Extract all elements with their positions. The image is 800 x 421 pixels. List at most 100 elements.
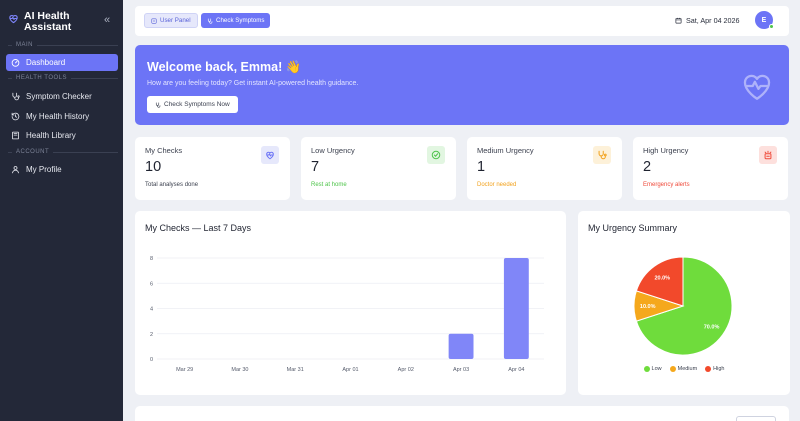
x-tick-label: Apr 01 — [342, 367, 358, 373]
sidebar-item-health-library[interactable]: Health Library — [6, 127, 118, 144]
welcome-banner: Welcome back, Emma! 👋 How are you feelin… — [135, 45, 789, 125]
sidebar-item-my-profile[interactable]: My Profile — [6, 161, 118, 178]
sidebar-item-label: My Health History — [26, 112, 90, 121]
x-tick-label: Apr 02 — [398, 367, 414, 373]
legend-item[interactable]: Low — [643, 366, 662, 372]
brand-line-1: AI Health — [24, 10, 70, 22]
history-icon — [11, 112, 20, 121]
collapse-sidebar-button[interactable]: « — [104, 14, 111, 26]
section-label-health-tools: HEALTH TOOLS — [8, 75, 118, 81]
y-tick-label: 4 — [150, 307, 153, 313]
stat-card-medium-urgency: Medium Urgency 1 Doctor needed — [467, 137, 622, 200]
stat-note: Doctor needed — [477, 182, 517, 188]
stat-value: 2 — [643, 159, 652, 175]
stat-label: High Urgency — [643, 146, 689, 155]
section-label-account: ACCOUNT — [8, 149, 118, 155]
legend-label: Medium — [677, 366, 698, 372]
stat-icon-box — [759, 146, 777, 164]
y-tick-label: 8 — [150, 256, 153, 262]
recent-checks-panel — [135, 406, 789, 421]
current-date: Sat, Apr 04 2026 — [675, 16, 740, 25]
y-tick-label: 6 — [150, 281, 153, 287]
x-tick-label: Mar 30 — [231, 367, 248, 373]
stethoscope-icon — [207, 17, 213, 24]
heart-pulse-icon — [743, 74, 771, 100]
stat-label: My Checks — [145, 146, 183, 155]
legend-label: High — [713, 366, 725, 372]
check-symptoms-now-button[interactable]: Check Symptoms Now — [147, 96, 238, 113]
legend-swatch — [643, 366, 650, 372]
tab-user-panel[interactable]: User Panel — [144, 13, 198, 28]
stat-card-low-urgency: Low Urgency 7 Rest at home — [301, 137, 456, 200]
brand-line-2: Assistant — [24, 21, 72, 33]
tab-label: User Panel — [160, 17, 191, 24]
avatar-initial: E — [761, 16, 767, 24]
legend-label: Low — [651, 366, 662, 372]
y-tick-label: 2 — [150, 332, 153, 338]
avatar[interactable]: E — [755, 11, 774, 29]
y-tick-label: 0 — [150, 357, 153, 363]
tab-check-symptoms[interactable]: Check Symptoms — [201, 13, 271, 28]
stat-card-high-urgency: High Urgency 2 Emergency alerts — [633, 137, 788, 200]
stat-note: Emergency alerts — [643, 182, 690, 188]
x-tick-label: Mar 31 — [287, 367, 304, 373]
button-label: Check Symptoms Now — [164, 101, 230, 108]
pie-slice-label: 70.0% — [704, 325, 720, 331]
legend-item[interactable]: Medium — [669, 366, 698, 372]
calendar-icon — [675, 17, 682, 24]
stat-card-my-checks: My Checks 10 Total analyses done — [135, 137, 290, 200]
sidebar-item-label: My Profile — [26, 165, 62, 174]
legend-item[interactable]: High — [705, 366, 724, 372]
pie-slice — [635, 256, 684, 307]
x-tick-label: Apr 04 — [508, 367, 524, 373]
stat-icon-box — [593, 146, 611, 164]
brand-name: AI Health Assistant — [24, 11, 71, 33]
stat-label: Low Urgency — [311, 146, 355, 155]
tab-label: Check Symptoms — [216, 17, 265, 24]
stat-note: Rest at home — [311, 182, 347, 188]
stat-value: 10 — [145, 159, 162, 175]
bar — [503, 258, 529, 359]
stethoscope-icon — [155, 101, 161, 108]
welcome-subtitle: How are you feeling today? Get instant A… — [147, 80, 359, 87]
section-label-main: MAIN — [8, 42, 118, 48]
checks-chart-panel: My Checks — Last 7 Days 0 2 4 6 8 Mar 29 Mar 3… — [135, 211, 566, 395]
stat-icon-box — [261, 146, 279, 164]
heart-pulse-icon — [266, 151, 274, 160]
sidebar-item-my-health-history[interactable]: My Health History — [6, 108, 118, 125]
pie-slice-label: 10.0% — [640, 304, 656, 310]
urgency-summary-title: My Urgency Summary — [588, 223, 678, 233]
alarm-icon — [764, 150, 772, 160]
bar — [448, 333, 474, 359]
pie-legend: Low Medium High — [578, 366, 790, 372]
stat-label: Medium Urgency — [477, 146, 534, 155]
sidebar: AI Health Assistant « MAIN Dashboard HEA… — [0, 0, 123, 421]
pie-slice-label: 20.0% — [654, 275, 670, 281]
stat-value: 1 — [477, 159, 486, 175]
grid-icon — [151, 17, 157, 24]
online-status-dot — [769, 24, 774, 29]
x-tick-label: Apr 03 — [453, 367, 469, 373]
sidebar-item-dashboard[interactable]: Dashboard — [6, 54, 118, 71]
check-circle-icon — [431, 150, 441, 160]
stethoscope-icon — [12, 92, 20, 101]
sidebar-item-label: Dashboard — [26, 58, 66, 67]
stat-note: Total analyses done — [145, 182, 199, 188]
brand: AI Health Assistant — [8, 11, 71, 33]
user-icon — [12, 166, 19, 174]
stat-value: 7 — [311, 159, 320, 175]
urgency-summary-panel: My Urgency Summary 70.0% 10.0% 20.0% Low Me… — [578, 211, 790, 395]
legend-swatch — [669, 366, 676, 372]
sidebar-item-symptom-checker[interactable]: Symptom Checker — [6, 88, 118, 105]
checks-bar-chart: 0 2 4 6 8 Mar 29 Mar 30 Mar 31 Apr 01 Apr 02 Apr 0… — [150, 256, 544, 373]
date-text: Sat, Apr 04 2026 — [686, 16, 740, 25]
book-icon — [12, 131, 19, 140]
stat-icon-box — [427, 146, 445, 164]
welcome-title: Welcome back, Emma! 👋 — [147, 60, 302, 74]
top-bar: User Panel Check Symptoms Sat, Apr 04 20… — [135, 6, 789, 36]
urgency-pie-chart: 70.0% 10.0% 20.0% — [633, 256, 733, 356]
dashboard-icon — [11, 59, 20, 67]
legend-swatch — [705, 366, 712, 372]
heart-pulse-icon — [9, 14, 18, 24]
view-all-button[interactable] — [736, 416, 776, 421]
